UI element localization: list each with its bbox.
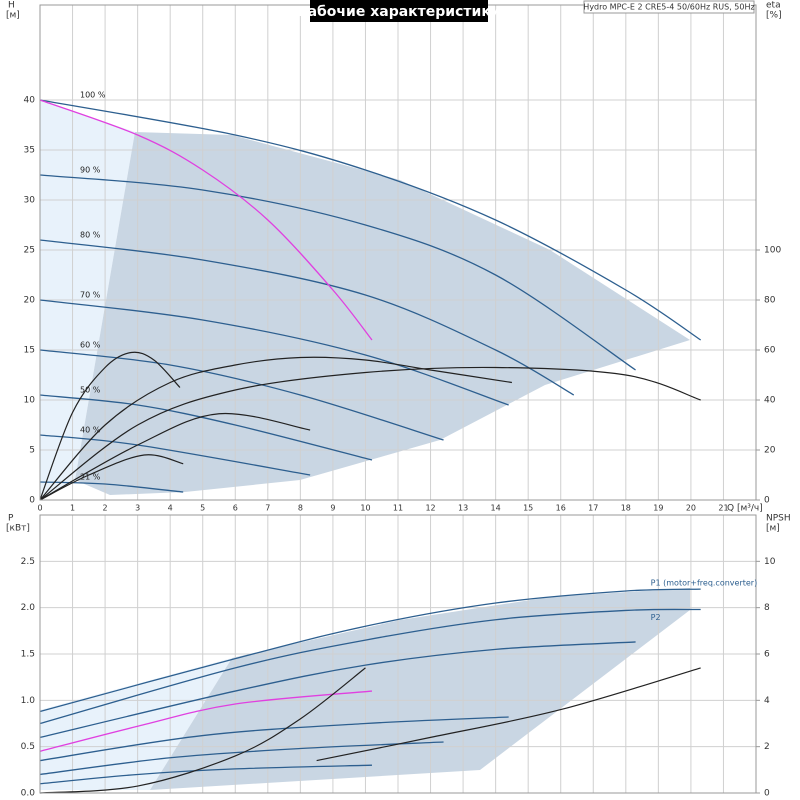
y2-tick-label: 60	[764, 346, 776, 356]
curve	[39, 99, 702, 341]
y2-tick-label: 10	[764, 557, 776, 567]
operating-area	[150, 588, 690, 790]
y-tick-label: 20	[24, 296, 36, 306]
series-label: 70 %	[80, 291, 101, 300]
series-label: 80 %	[80, 231, 101, 240]
x-tick-label: 14	[491, 504, 501, 513]
y2-tick-label: 4	[764, 696, 770, 706]
operating-area	[75, 132, 690, 495]
curve	[39, 351, 181, 501]
y2-label: NPSH	[766, 514, 791, 524]
light-area	[40, 658, 232, 790]
x-tick-label: 0	[37, 504, 42, 513]
curve	[39, 608, 701, 725]
y2-tick-label: 2	[764, 742, 770, 752]
curve	[39, 741, 444, 776]
y-unit: [м]	[6, 11, 20, 21]
curve	[39, 349, 444, 441]
curve	[39, 356, 513, 501]
y2-unit: [м]	[766, 524, 780, 534]
y2-unit: [%]	[766, 11, 782, 21]
curve	[39, 764, 372, 785]
y2-tick-label: 0	[764, 789, 770, 799]
y-label: P	[8, 514, 14, 524]
series-label: 21 %	[80, 473, 101, 482]
y-tick-label: 40	[24, 96, 36, 106]
x-tick-label: 8	[298, 504, 303, 513]
subtitle: Hydro MPC-E 2 CRE5-4 50/60Hz RUS, 50Hz	[583, 3, 754, 12]
chart-title: Рабочие характеристики	[297, 4, 500, 20]
y-tick-label: 15	[24, 346, 35, 356]
curve	[39, 99, 373, 341]
x-tick-label: 12	[425, 504, 435, 513]
series-label: 50 %	[80, 386, 101, 395]
y-tick-label: 5	[29, 446, 35, 456]
x-tick-label: 4	[168, 504, 173, 513]
curve	[39, 667, 366, 794]
y-tick-label: 0	[29, 496, 35, 506]
x-tick-label: 18	[621, 504, 631, 513]
y-tick-label: 25	[24, 246, 35, 256]
curve	[316, 667, 701, 762]
y-tick-label: 35	[24, 146, 35, 156]
series-label: P2	[651, 613, 661, 622]
series-label: 90 %	[80, 166, 101, 175]
x-tick-label: 10	[360, 504, 370, 513]
title-box	[310, 0, 488, 22]
series-label: 60 %	[80, 341, 101, 350]
x-tick-label: 19	[653, 504, 663, 513]
y2-tick-label: 100	[764, 246, 781, 256]
y2-tick-label: 0	[764, 496, 770, 506]
y-tick-label: 0.5	[21, 742, 35, 752]
curve	[39, 588, 701, 713]
x-tick-label: 7	[265, 504, 270, 513]
y-label: H	[8, 1, 15, 11]
x-tick-label: 16	[556, 504, 566, 513]
curve	[39, 366, 701, 501]
x-tick-label: 13	[458, 504, 468, 513]
x-tick-label: 17	[588, 504, 598, 513]
curve	[39, 454, 184, 501]
x-tick-label: 15	[523, 504, 533, 513]
curves	[39, 99, 702, 794]
series-label: 40 %	[80, 426, 101, 435]
y-tick-label: 2.0	[21, 603, 36, 613]
x-tick-label: 5	[200, 504, 205, 513]
x-tick-label: 2	[103, 504, 108, 513]
y2-tick-label: 20	[764, 446, 776, 456]
y2-label: eta	[766, 1, 781, 11]
series-label: P1 (motor+freq.converter)	[651, 579, 758, 588]
x-tick-label: 1	[70, 504, 75, 513]
series-label: 100 %	[80, 91, 106, 100]
x-tick-label: 3	[135, 504, 140, 513]
curve	[39, 299, 509, 406]
curve	[39, 394, 373, 461]
curve	[39, 641, 636, 739]
info-box	[583, 0, 755, 14]
y2-tick-label: 80	[764, 296, 776, 306]
y-tick-label: 2.5	[21, 557, 35, 567]
y-tick-label: 0.0	[21, 789, 36, 799]
x-tick-label: 6	[233, 504, 238, 513]
y-tick-label: 1.0	[21, 696, 36, 706]
y-unit: [кВт]	[6, 524, 30, 534]
x-tick-label: 20	[686, 504, 696, 513]
curve	[39, 690, 373, 752]
y-tick-label: 30	[24, 196, 36, 206]
y-tick-label: 10	[24, 396, 36, 406]
y2-tick-label: 8	[764, 603, 770, 613]
curve	[39, 434, 311, 476]
x-label: Q [м³/ч]	[727, 504, 763, 514]
curve	[39, 174, 636, 371]
x-tick-label: 21	[718, 504, 728, 513]
curve	[39, 716, 509, 762]
y2-tick-label: 6	[764, 650, 770, 660]
curve	[39, 239, 575, 396]
y2-tick-label: 40	[764, 396, 776, 406]
x-tick-label: 11	[393, 504, 403, 513]
curve	[39, 412, 311, 501]
y-tick-label: 1.5	[21, 650, 35, 660]
x-tick-label: 9	[330, 504, 335, 513]
